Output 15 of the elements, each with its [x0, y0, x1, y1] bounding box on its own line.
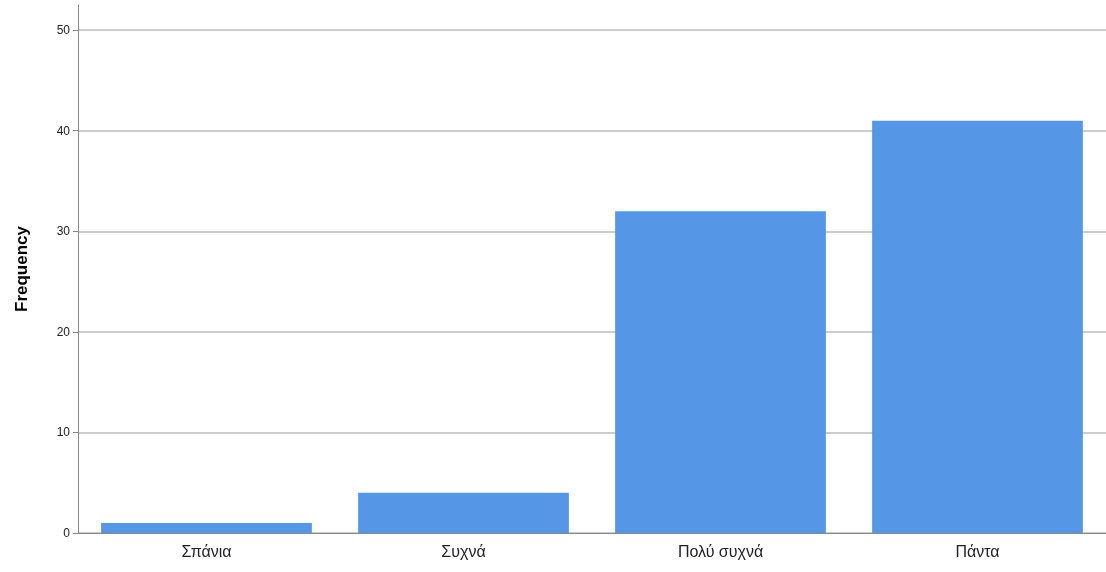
bar — [358, 492, 569, 533]
bar — [872, 120, 1083, 533]
x-tick-label: Συχνά — [441, 542, 486, 560]
bar — [615, 211, 826, 533]
y-tick-label: 40 — [56, 123, 71, 138]
y-tick-label: 10 — [56, 425, 71, 440]
x-tick-label: Πάντα — [955, 542, 1000, 560]
y-tick-label: 50 — [56, 23, 71, 38]
y-tick-label: 30 — [56, 224, 71, 239]
y-tick-label: 20 — [56, 324, 71, 339]
bar — [101, 522, 312, 533]
x-tick-label: Σπάνια — [181, 542, 232, 560]
x-tick-label: Πολύ συχνά — [677, 542, 764, 560]
y-axis-title: Frequency — [12, 225, 31, 312]
y-tick-label: 0 — [63, 526, 71, 540]
